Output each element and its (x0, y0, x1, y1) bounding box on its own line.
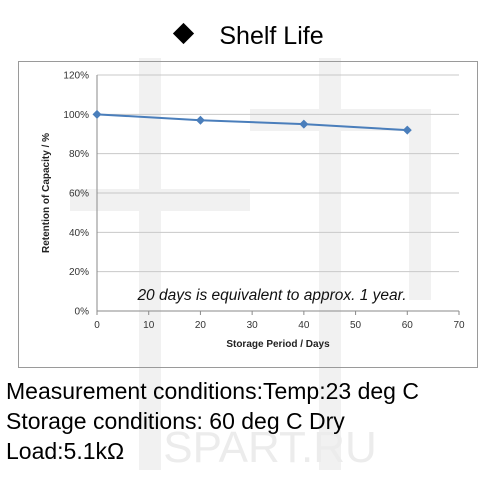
x-tick-label: 50 (350, 320, 362, 331)
y-axis-label: Retention of Capacity / % (41, 133, 52, 253)
x-tick-label: 10 (143, 320, 155, 331)
data-point-marker (299, 119, 309, 129)
y-tick-label: 100% (63, 110, 89, 121)
chart-frame (18, 61, 478, 368)
series-line (96, 113, 408, 132)
storage-conditions: Storage conditions: 60 deg C Dry (6, 408, 345, 434)
y-tick-label: 0% (75, 307, 90, 318)
y-tick-label: 120% (63, 71, 89, 82)
x-axis-label: Storage Period / Days (226, 339, 330, 350)
measurement-conditions: Measurement conditions:Temp:23 deg C (6, 378, 419, 404)
chart-annotation: 20 days is equivalent to approx. 1 year. (136, 287, 406, 304)
data-point-marker (92, 109, 102, 119)
x-tick-label: 20 (195, 320, 207, 331)
x-tick-label: 60 (402, 320, 414, 331)
x-tick-label: 30 (247, 320, 259, 331)
data-point-marker (402, 125, 412, 135)
x-tick-label: 40 (298, 320, 310, 331)
x-tick-label: 0 (94, 320, 100, 331)
y-tick-label: 40% (69, 228, 89, 239)
y-tick-label: 20% (69, 267, 89, 278)
conditions-block: Measurement conditions:Temp:23 deg C Sto… (6, 376, 419, 466)
data-point-marker (195, 115, 205, 125)
load-conditions: Load:5.1kΩ (6, 438, 125, 464)
watermark-text: SPART.RU (163, 423, 377, 472)
x-tick-label: 70 (453, 320, 465, 331)
chart-title: Shelf Life (0, 22, 500, 51)
y-tick-label: 60% (69, 189, 89, 200)
chart-title-text: Shelf Life (219, 22, 324, 50)
y-tick-label: 80% (69, 149, 89, 160)
